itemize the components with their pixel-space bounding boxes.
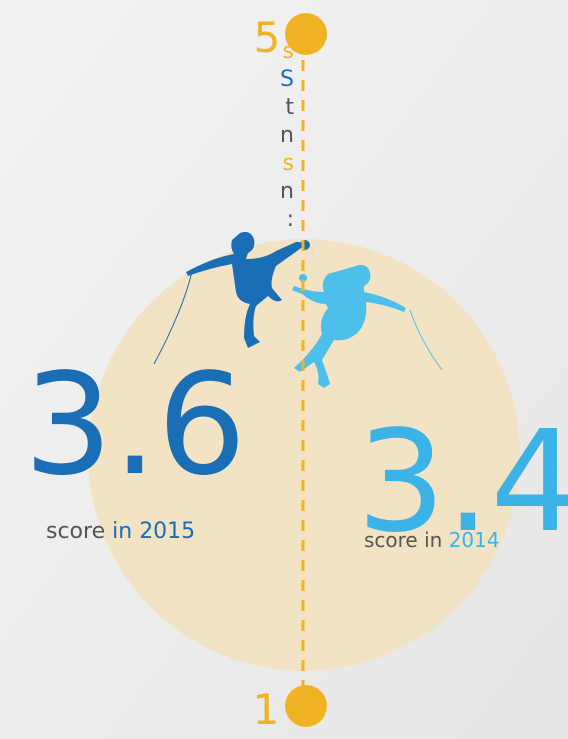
caption-connector: in: [112, 519, 132, 544]
scale-bottom-label: 1: [253, 685, 280, 734]
score-circle: [88, 239, 520, 671]
side-text-fragment: s: [283, 39, 294, 64]
side-text-fragment: n: [280, 179, 294, 204]
side-text-fragment: t: [285, 95, 294, 120]
scale-top-label: 5: [254, 13, 281, 62]
score-caption: score in 2014: [364, 528, 500, 552]
side-text-fragment: :: [287, 207, 294, 232]
score-value: 3.6: [24, 344, 247, 507]
caption-label: score: [46, 519, 105, 544]
side-text-fragment: s: [283, 151, 294, 176]
caption-connector: in: [424, 528, 442, 552]
caption-year: 2015: [139, 519, 195, 544]
side-text-fragment: S: [280, 67, 294, 92]
skater-2014: [292, 264, 443, 388]
side-text-fragment: n: [280, 123, 294, 148]
score-caption: score in 2015: [46, 519, 195, 544]
scale-bottom-dot: [285, 685, 327, 727]
caption-label: score: [364, 528, 418, 552]
caption-year: 2014: [449, 528, 500, 552]
score-value: 3.4: [357, 401, 568, 564]
scale-top-dot: [285, 13, 327, 55]
